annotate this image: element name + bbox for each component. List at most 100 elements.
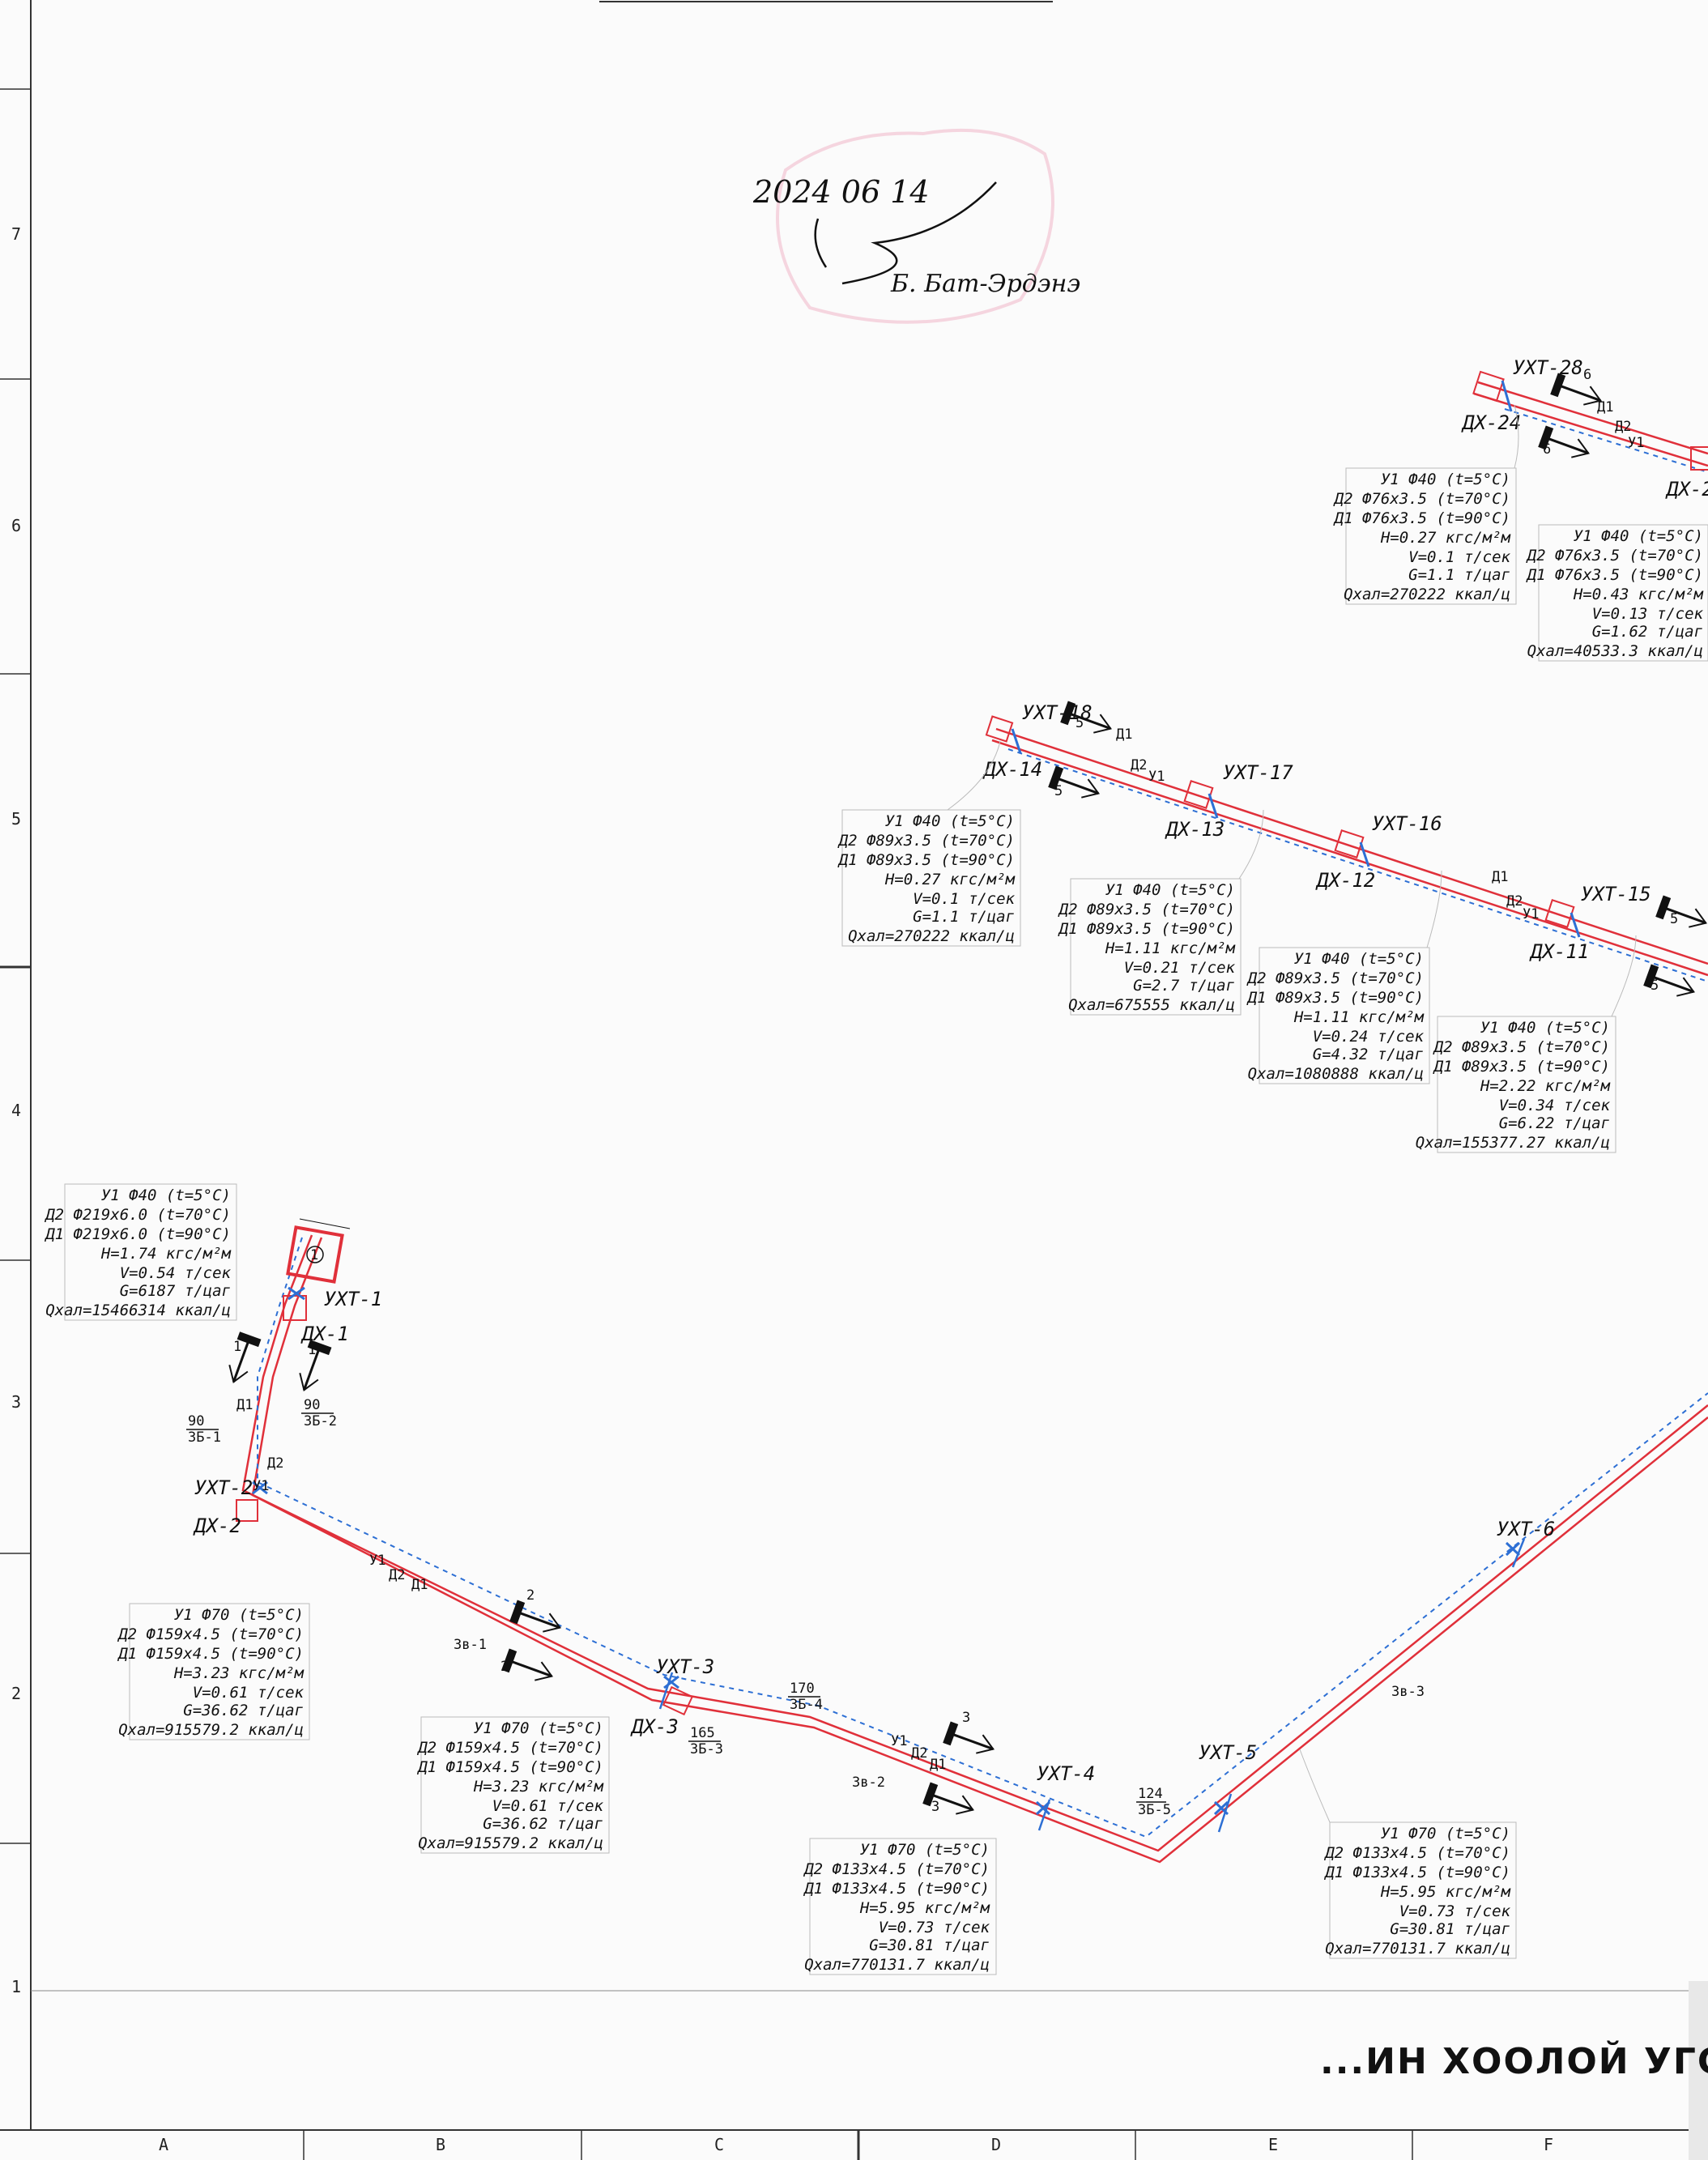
section-number: 5	[1075, 715, 1084, 731]
section-numbers: 1 1 2 2 3 3 5 5 5 5 6 6	[233, 367, 1678, 1815]
calc-h: H=1.74 кгс/м²м	[100, 1245, 232, 1263]
row-label-2: 2	[11, 1684, 21, 1703]
calc-h: H=0.27 кгс/м²м	[1380, 529, 1511, 547]
line-u1: У1	[1628, 435, 1644, 451]
section-number: 6	[1583, 367, 1591, 383]
calc-box-10: У1 Ф40 (t=5°C) Д2 Ф76x3.5 (t=70°C) Д1 Ф7…	[1333, 467, 1517, 605]
tag-uxt17: УХТ-17	[1223, 761, 1293, 784]
tag-dx1: ДХ-1	[300, 1323, 349, 1345]
line-identifiers: Д1 Д2 У1 У1 Д2 Д1 У1 Д2 Д1 Д1 Д2 У1 Д1 Д…	[236, 399, 1644, 1773]
tag-dx23: ДХ-23	[1665, 478, 1708, 501]
calc-u1: У1 Ф70 (t=5°C)	[860, 1841, 990, 1859]
row-label-4: 4	[11, 1101, 21, 1120]
line-d1: Д1	[236, 1397, 253, 1413]
calc-g: G=1.62 т/цаг	[1592, 623, 1703, 641]
calc-q: Qхал=770131.7 ккал/ц	[1325, 1940, 1510, 1958]
line-d2: Д2	[1506, 893, 1523, 910]
calc-u1: У1 Ф40 (t=5°C)	[885, 812, 1015, 830]
calc-g: G=4.32 т/цаг	[1313, 1046, 1424, 1063]
line-u1: У1	[1523, 906, 1539, 922]
col-label-d: D	[991, 2135, 1001, 2154]
calc-u1: У1 Ф70 (t=5°C)	[174, 1606, 304, 1624]
calc-box-3: У1 Ф70 (t=5°C) Д2 Ф159x4.5 (t=70°C) Д1 Ф…	[416, 1716, 610, 1854]
line-d1: Д1	[1492, 869, 1508, 885]
tag-uxt2: УХТ-2	[194, 1476, 253, 1499]
signature-stamp: Б. Бат-Эрдэнэ 2024 06 14	[752, 128, 1080, 324]
valve-bars-main	[658, 1538, 1526, 1833]
calc-v: V=0.24 т/сек	[1313, 1028, 1425, 1046]
col-label-c: C	[714, 2135, 724, 2154]
branch-tag: 3Б-4	[790, 1697, 823, 1713]
branch-tag: 3Б-2	[304, 1413, 337, 1429]
branch-tag: 3Б-3	[690, 1741, 723, 1757]
tag-dx11: ДХ-11	[1529, 940, 1589, 963]
calc-v: V=0.61 т/сек	[492, 1797, 604, 1815]
calc-u1: У1 Ф40 (t=5°C)	[1381, 471, 1510, 488]
calc-q: Qхал=1080888 ккал/ц	[1248, 1065, 1424, 1083]
node-number: 1	[310, 1247, 318, 1263]
signature-text: Б. Бат-Эрдэнэ	[890, 270, 1080, 298]
calc-d1: Д1 Ф219x6.0 (t=90°C)	[44, 1225, 231, 1243]
branch-tag: 3Б-1	[188, 1429, 221, 1446]
tag-uxt18: УХТ-18	[1022, 701, 1093, 724]
calc-box-2: У1 Ф70 (t=5°C) Д2 Ф159x4.5 (t=70°C) Д1 Ф…	[117, 1603, 310, 1740]
section-number: 2	[500, 1659, 509, 1675]
calc-g: G=6187 т/цаг	[120, 1282, 231, 1300]
calc-box-1: У1 Ф40 (t=5°C) Д2 Ф219x6.0 (t=70°C) Д1 Ф…	[44, 1183, 237, 1321]
calc-u1: У1 Ф40 (t=5°C)	[1105, 881, 1235, 899]
calc-g: G=30.81 т/цаг	[869, 1936, 990, 1954]
branch-count: 170	[790, 1681, 815, 1697]
line-d2: Д2	[389, 1567, 405, 1583]
tag-dx2: ДХ-2	[193, 1515, 241, 1537]
calc-q: Qхал=270222 ккал/ц	[1344, 586, 1510, 603]
calc-h: H=0.43 кгс/м²м	[1573, 586, 1704, 603]
calc-box-4: У1 Ф70 (t=5°C) Д2 Ф133x4.5 (t=70°C) Д1 Ф…	[803, 1838, 997, 1975]
col-label-e: E	[1268, 2135, 1278, 2154]
calc-h: H=0.27 кгс/м²м	[884, 871, 1016, 888]
calc-h: H=1.11 кгс/м²м	[1293, 1008, 1425, 1026]
tag-uxt28: УХТ-28	[1513, 356, 1583, 379]
tag-dx24: ДХ-24	[1461, 411, 1521, 434]
line-u1: У1	[1148, 769, 1165, 785]
calc-g: G=36.62 т/цаг	[183, 1702, 304, 1719]
calc-q: Qхал=915579.2 ккал/ц	[418, 1834, 603, 1852]
calc-d1: Д1 Ф133x4.5 (t=90°C)	[1323, 1864, 1510, 1881]
calc-d2: Д2 Ф76x3.5 (t=70°C)	[1333, 490, 1510, 508]
calc-d2: Д2 Ф133x4.5 (t=70°C)	[803, 1860, 990, 1878]
calc-q: Qхал=15466314 ккал/ц	[45, 1302, 231, 1319]
branch-tag: 3Б-5	[1138, 1802, 1171, 1818]
tag-uxt6: УХТ-6	[1497, 1518, 1555, 1540]
calc-box-9: У1 Ф40 (t=5°C) Д2 Ф89x3.5 (t=70°C) Д1 Ф8…	[1416, 1016, 1616, 1153]
calc-d2: Д2 Ф159x4.5 (t=70°C)	[117, 1625, 304, 1643]
branch-count: 90	[188, 1413, 204, 1429]
calc-d1: Д1 Ф89x3.5 (t=90°C)	[1433, 1058, 1610, 1076]
calc-v: V=0.21 т/сек	[1124, 959, 1236, 977]
calc-d1: Д1 Ф76x3.5 (t=90°C)	[1526, 566, 1703, 584]
calc-d2: Д2 Ф89x3.5 (t=70°C)	[1433, 1038, 1610, 1056]
tag-dx12: ДХ-12	[1315, 869, 1375, 892]
row-labels: 1 2 3 4 5 6 7	[11, 224, 21, 1996]
line-d2: Д2	[911, 1745, 927, 1762]
calc-h: H=3.23 кгс/м²м	[173, 1664, 305, 1682]
calc-g: G=2.7 т/цаг	[1133, 977, 1235, 995]
line-d1: Д1	[1116, 726, 1132, 743]
heat-source-node: 1	[286, 1218, 351, 1284]
calc-u1: У1 Ф70 (t=5°C)	[474, 1719, 603, 1737]
calc-d2: Д2 Ф89x3.5 (t=70°C)	[1058, 901, 1235, 918]
row-label-1: 1	[11, 1977, 21, 1996]
column-scale	[303, 2130, 1413, 2160]
tag-dx3: ДХ-3	[630, 1715, 679, 1738]
section-number: 6	[1543, 441, 1551, 458]
calc-q: Qхал=155377.27 ккал/ц	[1416, 1134, 1610, 1152]
calc-d1: Д1 Ф159x4.5 (t=90°C)	[416, 1758, 603, 1776]
calc-d1: Д1 Ф89x3.5 (t=90°C)	[1058, 920, 1235, 938]
calc-h: H=5.95 кгс/м²м	[1380, 1883, 1511, 1901]
calc-q: Qхал=40533.3 ккал/ц	[1527, 642, 1703, 660]
calc-d2: Д2 Ф159x4.5 (t=70°C)	[416, 1739, 603, 1757]
calc-d2: Д2 Ф219x6.0 (t=70°C)	[44, 1206, 231, 1224]
line-u1: У1	[253, 1478, 269, 1494]
row-label-3: 3	[11, 1392, 21, 1412]
line-d1: Д1	[930, 1757, 946, 1773]
branch-pipe-upper	[1472, 370, 1708, 473]
